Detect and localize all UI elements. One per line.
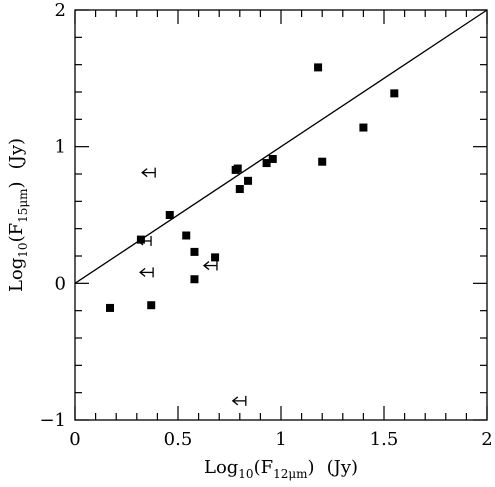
data-point — [268, 154, 277, 163]
y-tick-label: 0 — [55, 273, 66, 294]
axis-ticks — [74, 9, 488, 421]
y-tick-label: −1 — [39, 410, 66, 431]
data-point — [147, 301, 156, 310]
x-axis-label: Log10(F12μm) (Jy) — [204, 457, 358, 481]
data-point — [244, 176, 253, 185]
upper-limit-arrow — [139, 267, 154, 278]
upper-limit-arrows-layer — [136, 167, 247, 406]
reference-line-layer — [74, 9, 488, 284]
x-tick-label: 1 — [275, 429, 286, 450]
x-tick-label: 1.5 — [370, 429, 399, 450]
detection-points-layer — [106, 63, 399, 312]
x-tick-label: 0 — [69, 429, 80, 450]
data-point — [359, 123, 368, 132]
data-point — [314, 63, 323, 72]
reference-line — [74, 9, 488, 284]
data-point — [136, 235, 145, 244]
data-point — [233, 164, 242, 173]
data-point — [318, 157, 327, 166]
y-tick-labels: −1 0 1 2 — [39, 0, 66, 431]
data-point — [235, 185, 244, 194]
data-point — [182, 231, 191, 240]
upper-limit-arrow — [136, 235, 152, 246]
y-axis-label: Log10(F15μm)(Jy) — [6, 138, 30, 292]
upper-limit-arrow — [231, 395, 247, 406]
plot-frame — [74, 9, 488, 421]
upper-limit-arrow — [141, 167, 156, 178]
x-tick-labels: 0 0.5 1 1.5 2 — [69, 429, 492, 450]
data-point — [390, 89, 399, 98]
data-point — [165, 211, 174, 219]
data-point — [211, 253, 220, 262]
data-point — [190, 275, 199, 284]
x-tick-label: 2 — [481, 429, 492, 450]
y-tick-label: 2 — [55, 0, 66, 21]
y-tick-label: 1 — [55, 137, 66, 158]
data-point — [106, 303, 115, 312]
data-point — [262, 159, 271, 168]
upper-limit-arrow — [202, 260, 218, 271]
x-tick-label: 0.5 — [164, 429, 193, 450]
data-point — [190, 247, 199, 256]
